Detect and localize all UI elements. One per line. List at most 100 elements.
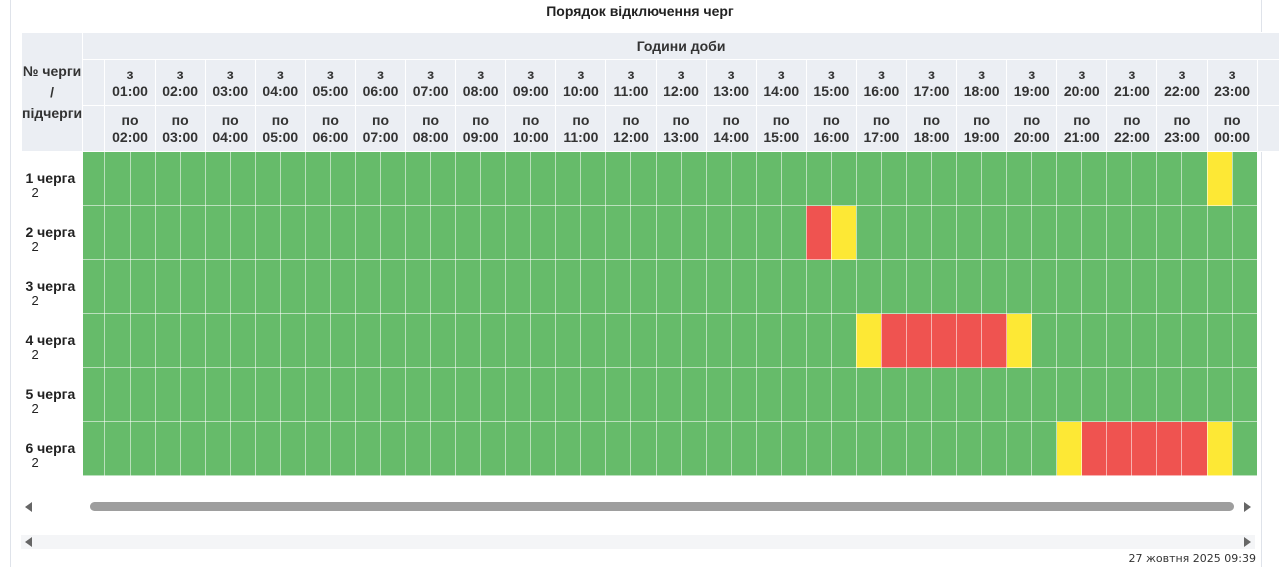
scrollbar-thumb[interactable] <box>90 502 1234 511</box>
schedule-cell-on <box>705 367 732 422</box>
schedule-cell-on <box>1106 313 1133 368</box>
schedule-cell-on <box>1006 367 1033 422</box>
schedule-cell-on <box>1156 313 1183 368</box>
hour-to-label: по 05:00 <box>254 105 306 152</box>
schedule-cell-on <box>430 367 457 422</box>
hour-from-label: з 08:00 <box>455 59 507 106</box>
schedule-cell-on <box>580 367 607 422</box>
schedule-cell-on <box>104 205 131 260</box>
schedule-cell-on <box>379 259 407 314</box>
schedule-cell-on <box>805 313 832 368</box>
schedule-cell-on <box>129 421 156 476</box>
scroll-left-arrow-icon[interactable] <box>25 537 32 547</box>
schedule-cell-on <box>82 421 106 476</box>
schedule-cell-on <box>104 259 131 314</box>
horizontal-scrollbar[interactable] <box>21 500 1255 514</box>
schedule-cell-on <box>104 367 131 422</box>
schedule-cell-on <box>254 421 281 476</box>
schedule-cell-on <box>655 205 682 260</box>
queue-label: 5 черга <box>25 385 76 402</box>
schedule-cell-on <box>1206 367 1233 422</box>
queue-label: 1 черга <box>25 170 76 186</box>
schedule-cell-maybe <box>1006 313 1033 368</box>
schedule-cell-on <box>455 313 482 368</box>
hour-from-label: з 06:00 <box>354 59 407 106</box>
schedule-cell-on <box>279 367 306 422</box>
schedule-cell-maybe <box>1206 421 1233 476</box>
schedule-cell-on <box>755 313 782 368</box>
schedule-cell-on <box>855 205 882 260</box>
subqueue-label: 2 <box>31 185 39 200</box>
hour-from-label: з 22:00 <box>1156 59 1208 106</box>
schedule-cell-on <box>730 421 757 476</box>
schedule-cell-on <box>505 313 532 368</box>
schedule-cell-on <box>1056 151 1083 206</box>
header-spacer <box>1256 105 1280 152</box>
schedule-cell-on <box>179 259 206 314</box>
schedule-cell-on <box>104 313 131 368</box>
schedule-cell-on <box>455 259 482 314</box>
hour-from-label: з 17:00 <box>905 59 958 106</box>
schedule-cell-on <box>1156 205 1183 260</box>
schedule-cell-on <box>680 151 707 206</box>
schedule-cell-on <box>956 151 983 206</box>
hour-to-label: по 18:00 <box>905 105 958 152</box>
schedule-cell-on <box>1031 205 1058 260</box>
schedule-cell-on <box>405 205 432 260</box>
schedule-cell-on <box>129 151 156 206</box>
queue-label: 4 черга <box>25 331 76 348</box>
schedule-cell-on <box>880 367 907 422</box>
schedule-cell-on <box>104 421 131 476</box>
schedule-cell-on <box>1156 259 1183 314</box>
schedule-cell-off <box>1131 421 1158 476</box>
schedule-cell-on <box>830 151 857 206</box>
schedule-cell-on <box>179 367 206 422</box>
schedule-cell-on <box>530 313 557 368</box>
schedule-cell-on <box>179 421 206 476</box>
schedule-cell-on <box>329 205 356 260</box>
schedule-cell-on <box>82 151 106 206</box>
schedule-cell-on <box>905 259 933 314</box>
hour-from-label: з 04:00 <box>254 59 306 106</box>
schedule-cell-on <box>530 259 557 314</box>
schedule-cell-on <box>730 259 757 314</box>
secondary-horizontal-scrollbar[interactable] <box>21 535 1255 549</box>
schedule-cell-on <box>179 151 206 206</box>
schedule-cell-on <box>1206 313 1233 368</box>
hour-from-label: з 15:00 <box>805 59 857 106</box>
schedule-cell-on <box>154 367 181 422</box>
schedule-cell-on <box>555 367 582 422</box>
schedule-cell-on <box>705 313 732 368</box>
schedule-cell-on <box>1031 313 1058 368</box>
scroll-right-arrow-icon[interactable] <box>1244 537 1251 547</box>
schedule-cell-on <box>981 205 1008 260</box>
schedule-cell-on <box>505 421 532 476</box>
hour-to-label: по 20:00 <box>1006 105 1058 152</box>
schedule-cell-on <box>354 205 382 260</box>
schedule-cell-on <box>981 367 1008 422</box>
hour-from-label: з 09:00 <box>505 59 557 106</box>
scroll-left-arrow-icon[interactable] <box>25 502 32 512</box>
hour-to-label: по 16:00 <box>805 105 857 152</box>
scroll-right-arrow-icon[interactable] <box>1244 502 1251 512</box>
schedule-cell-on <box>1206 205 1233 260</box>
schedule-cell-on <box>605 205 632 260</box>
schedule-cell-on <box>1181 313 1208 368</box>
schedule-cell-on <box>981 259 1008 314</box>
hour-from-label: з 14:00 <box>755 59 807 106</box>
schedule-cell-on <box>705 421 732 476</box>
schedule-cell-on <box>254 313 281 368</box>
schedule-cell-on <box>905 367 933 422</box>
schedule-cell-on <box>1056 367 1083 422</box>
schedule-cell-on <box>655 313 682 368</box>
subqueue-label: 2 <box>31 454 39 470</box>
schedule-cell-on <box>179 205 206 260</box>
schedule-cell-on <box>304 313 331 368</box>
schedule-cell-on <box>329 313 356 368</box>
schedule-cell-on <box>354 313 382 368</box>
schedule-cell-on <box>1056 259 1083 314</box>
schedule-cell-on <box>655 367 682 422</box>
schedule-cell-on <box>129 313 156 368</box>
schedule-cell-on <box>129 205 156 260</box>
schedule-cell-on <box>505 205 532 260</box>
